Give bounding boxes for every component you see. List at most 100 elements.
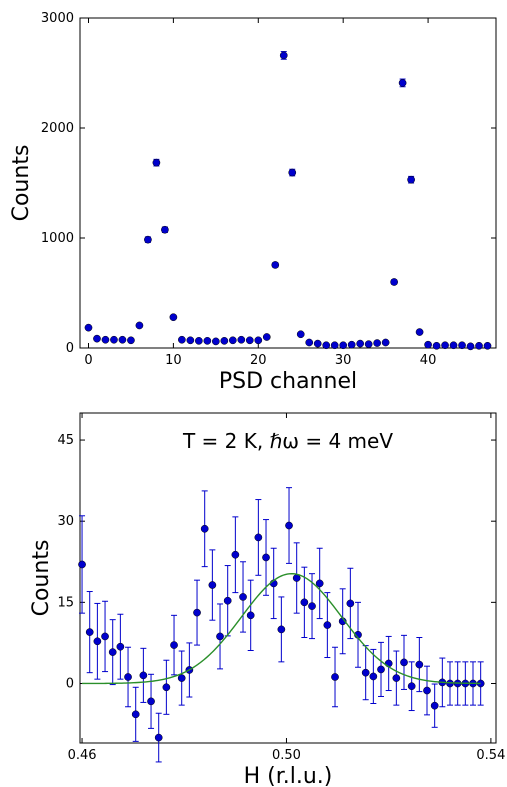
top-data-point — [135, 321, 144, 330]
bottom-data-point — [116, 642, 125, 651]
top-data-point — [339, 341, 348, 350]
top-x-tick-label: 20 — [250, 353, 267, 368]
bottom-data-point — [308, 602, 316, 610]
top-data-point — [458, 341, 466, 350]
top-data-point — [84, 323, 93, 332]
bottom-data-point — [400, 658, 408, 667]
top-data-point — [237, 335, 246, 344]
top-chart: 0 10 20 30 40 0 1000 2000 3000 PSD channel Count… — [9, 11, 497, 394]
top-data-point — [152, 158, 161, 167]
bottom-y-tick-label: 15 — [57, 595, 74, 610]
top-data-point — [220, 337, 229, 345]
bottom-data-marks — [78, 487, 485, 763]
top-data-point — [356, 339, 365, 348]
top-data-marks — [84, 51, 492, 351]
top-data-point — [432, 341, 441, 350]
top-y-tick-label: 2000 — [41, 121, 74, 136]
bottom-data-point — [369, 672, 378, 681]
top-data-point — [415, 328, 424, 336]
top-data-point — [483, 341, 492, 350]
bottom-data-point — [423, 686, 431, 695]
top-data-point — [271, 261, 280, 269]
top-data-point — [178, 335, 186, 344]
bottom-data-point — [277, 625, 286, 634]
top-data-point — [449, 341, 458, 350]
bottom-data-point — [200, 524, 209, 533]
top-data-point — [118, 335, 127, 344]
bottom-data-point — [254, 533, 263, 542]
top-data-point — [93, 334, 101, 343]
top-x-tick-label: 0 — [84, 353, 92, 368]
top-data-point — [322, 341, 331, 350]
bottom-data-point — [415, 660, 424, 669]
bottom-x-tick-label: 0.46 — [68, 748, 97, 763]
top-data-point — [305, 338, 314, 347]
bottom-data-point — [124, 673, 132, 681]
top-axis-ticks: 0 10 20 30 40 0 1000 2000 3000 — [41, 11, 496, 368]
top-data-point — [127, 336, 135, 345]
bottom-annotation: T = 2 K, ℏω = 4 meV — [182, 429, 393, 453]
bottom-data-point — [162, 683, 171, 692]
top-data-point — [101, 335, 110, 344]
bottom-data-point — [323, 621, 332, 629]
top-data-point — [211, 337, 220, 346]
top-plot-frame — [79, 17, 497, 349]
bottom-data-point — [239, 593, 247, 601]
bottom-data-point — [315, 579, 324, 588]
bottom-y-tick-label: 0 — [66, 676, 74, 691]
top-data-point — [441, 341, 449, 350]
bottom-data-point — [208, 581, 217, 589]
bottom-x-axis-label: H (r.l.u.) — [244, 764, 333, 787]
top-data-point — [398, 79, 407, 87]
bottom-data-point — [285, 521, 293, 530]
bottom-data-point — [101, 632, 109, 641]
bottom-data-point — [193, 608, 201, 617]
top-data-point — [279, 51, 288, 60]
top-data-point — [330, 341, 339, 350]
bottom-data-point — [131, 710, 140, 719]
top-data-point — [364, 340, 373, 348]
bottom-data-point — [231, 550, 240, 559]
bottom-x-tick-label: 0.50 — [272, 748, 301, 763]
top-data-point — [186, 336, 195, 345]
top-data-point — [203, 337, 212, 345]
bottom-data-point — [300, 598, 309, 607]
top-data-point — [390, 278, 398, 286]
top-data-point — [110, 335, 118, 344]
bottom-y-tick-label: 45 — [57, 433, 74, 448]
bottom-data-point — [154, 733, 163, 742]
bottom-data-point — [246, 611, 255, 620]
bottom-fit-curve — [82, 572, 481, 685]
top-x-tick-label: 10 — [165, 353, 182, 368]
top-x-tick-label: 40 — [420, 353, 437, 368]
bottom-data-point — [85, 628, 94, 636]
top-data-point — [161, 225, 169, 234]
top-data-point — [296, 330, 305, 339]
bottom-data-point — [430, 701, 439, 710]
top-x-tick-label: 30 — [335, 353, 352, 368]
top-y-tick-label: 3000 — [41, 11, 74, 26]
top-data-point — [288, 168, 297, 177]
top-data-point — [407, 175, 415, 184]
bottom-x-tick-label: 0.54 — [476, 748, 505, 763]
bottom-data-point — [147, 697, 155, 706]
bottom-data-point — [139, 671, 148, 680]
bottom-data-point — [170, 641, 178, 649]
bottom-data-point — [78, 560, 86, 569]
top-data-point — [144, 235, 152, 244]
bottom-axis-ticks: 0.46 0.50 0.54 0 15 30 45 — [57, 413, 505, 763]
top-data-point — [195, 337, 203, 345]
bottom-data-point — [93, 637, 102, 646]
top-data-point — [381, 338, 390, 347]
top-y-tick-label: 1000 — [41, 231, 74, 246]
top-data-point — [254, 336, 263, 345]
top-data-point — [245, 336, 254, 345]
bottom-data-point — [331, 673, 339, 681]
bottom-data-point — [108, 648, 117, 656]
bottom-data-point — [361, 668, 370, 677]
bottom-y-axis-label: Counts — [29, 540, 54, 617]
top-data-point — [313, 339, 322, 348]
top-x-axis-label: PSD channel — [219, 369, 357, 394]
